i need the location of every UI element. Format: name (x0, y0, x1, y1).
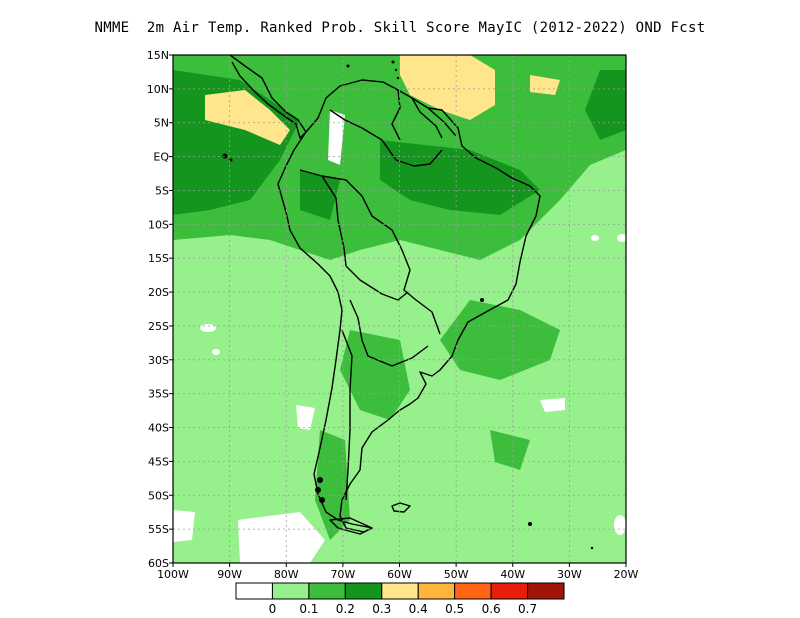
lon-tick-label: 30W (557, 568, 582, 581)
lat-tick-label: 10S (148, 218, 169, 231)
longitude-axis: 100W 90W 80W 70W 60W 50W 40W 30W 20W (157, 563, 639, 581)
lon-tick-label: 50W (444, 568, 469, 581)
map-title: NMME 2m Air Temp. Ranked Prob. Skill Sco… (94, 20, 706, 36)
field-region-dark-green (585, 70, 626, 140)
field-region-white (328, 110, 345, 165)
colorbar-swatch (235, 582, 273, 600)
gridlines (173, 55, 626, 563)
colorbar-label: 0 (269, 602, 277, 616)
lat-tick-label: 50S (148, 489, 169, 502)
latitude-axis: 15N 10N 5N EQ 5S 10S 15S 20S 25S 30S 35S 40S 45S 50S 5… (147, 49, 173, 570)
lon-tick-label: 100W (157, 568, 189, 581)
falklands (391, 502, 411, 513)
field-region-white (617, 234, 626, 242)
lat-tick-label: 5S (155, 184, 169, 197)
colorbar-label: 0.4 (409, 602, 428, 616)
field-region-yellow (530, 75, 560, 95)
field-region-white (200, 324, 216, 332)
lon-tick-label: 60W (387, 568, 412, 581)
colorbar-label: 0.2 (336, 602, 355, 616)
field-region-mid-green (490, 430, 530, 470)
country-border (391, 89, 401, 141)
field-region-white (296, 405, 315, 430)
lat-tick-label: 15S (148, 252, 169, 265)
lat-tick-label: 30S (148, 354, 169, 367)
field-region-white (173, 510, 195, 542)
field-region-white (238, 512, 325, 563)
field-region-white (540, 398, 565, 412)
lat-tick-label: 45S (148, 455, 169, 468)
colorbar-label: 0.7 (518, 602, 537, 616)
field-region-white (614, 515, 626, 535)
colorbar-label: 0.5 (445, 602, 464, 616)
colorbar-swatch (381, 582, 419, 600)
field-region-dark-green (173, 70, 300, 215)
country-border (321, 175, 347, 267)
lon-tick-label: 80W (274, 568, 299, 581)
lon-tick-label: 70W (330, 568, 355, 581)
colorbar-label: 0.1 (299, 602, 318, 616)
colorbar: 0 0.1 0.2 0.3 0.4 0.5 0.6 0.7 (235, 582, 565, 616)
lat-tick-label: 40S (148, 422, 169, 435)
lat-tick-label: 5N (154, 117, 169, 130)
field-region-dark-green (380, 140, 540, 215)
country-border (329, 109, 443, 167)
central-america-coastline (229, 55, 307, 139)
country-border (345, 265, 409, 301)
country-border (349, 299, 429, 367)
colorbar-swatch (454, 582, 492, 600)
lat-tick-label: 10N (147, 83, 169, 96)
field-region-white (591, 235, 599, 241)
country-border (411, 97, 443, 139)
tierra-del-fuego (329, 517, 373, 535)
field-region-yellow (205, 90, 290, 145)
colorbar-label: 0.6 (482, 602, 501, 616)
lon-tick-label: 40W (500, 568, 525, 581)
country-border (299, 169, 441, 335)
island-dots (222, 60, 594, 550)
lat-tick-label: 20S (148, 286, 169, 299)
field-region-mid-green (340, 330, 410, 420)
field-region-dark-green (300, 170, 340, 220)
skill-field (173, 55, 626, 563)
field-region-mid-green (315, 430, 350, 540)
lat-tick-label: EQ (153, 151, 169, 164)
lat-tick-label: 15N (147, 49, 169, 62)
lon-tick-label: 90W (217, 568, 242, 581)
colorbar-swatch (344, 582, 383, 600)
country-border (341, 329, 353, 501)
lat-tick-label: 25S (148, 320, 169, 333)
lat-tick-label: 60S (148, 557, 169, 570)
lat-tick-label: 55S (148, 523, 169, 536)
south-america-coastline (277, 79, 541, 533)
field-region-yellow (400, 55, 495, 120)
colorbar-swatch (527, 582, 565, 600)
colorbar-swatch (490, 582, 529, 600)
colorbar-swatch (308, 582, 346, 600)
colorbar-swatch (417, 582, 456, 600)
lon-tick-label: 20W (614, 568, 639, 581)
lat-tick-label: 35S (148, 388, 169, 401)
country-border (427, 107, 457, 137)
field-region-white (212, 349, 220, 355)
colorbar-label: 0.3 (372, 602, 391, 616)
colorbar-swatch (271, 582, 310, 600)
coastlines-and-borders (229, 55, 541, 535)
